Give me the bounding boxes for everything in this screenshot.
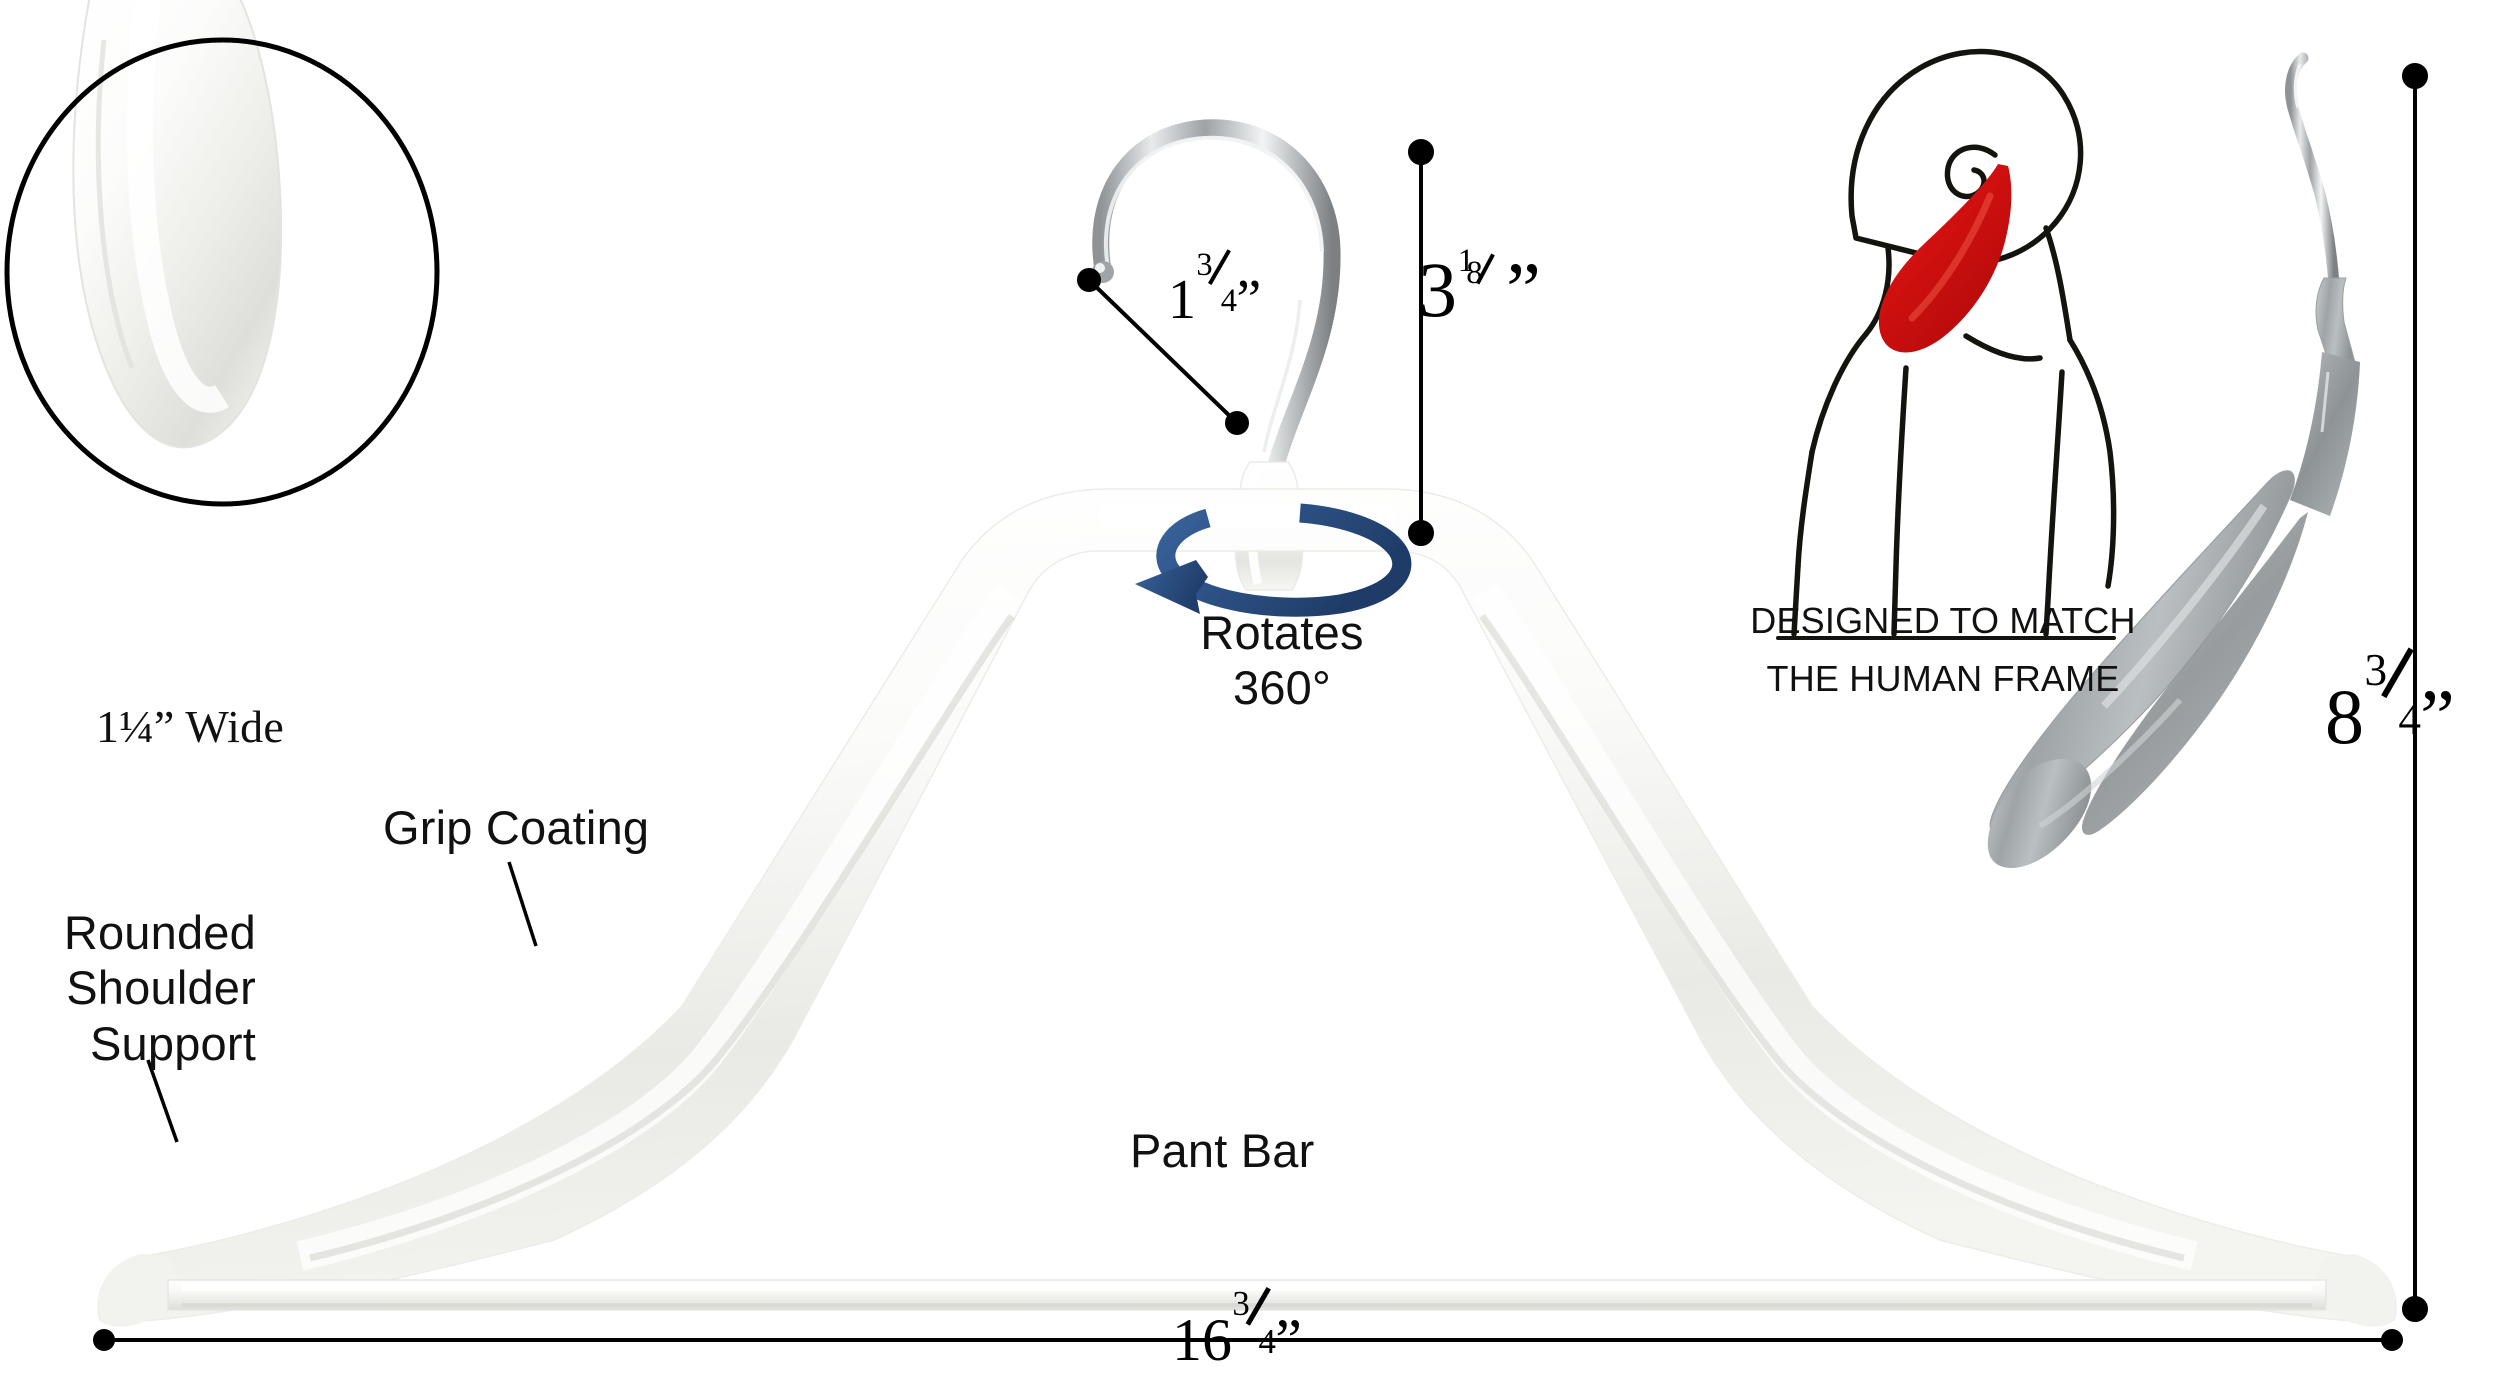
callout-circle-outline bbox=[4, 37, 440, 507]
dim-line-hanger-width bbox=[93, 1329, 2403, 1351]
dimension-hanger-width: 16 3 4” bbox=[1172, 1284, 1302, 1375]
dimension-hanger-height: 8 3 4” bbox=[2325, 645, 2455, 762]
grip-coating-label: Grip Coating bbox=[383, 801, 650, 854]
dim-numerator: 3 bbox=[2364, 645, 2388, 696]
right-shoulder-tip bbox=[2316, 1254, 2396, 1327]
dim-whole: 1 bbox=[1168, 269, 1196, 331]
dim-whole: 16 bbox=[1172, 1307, 1232, 1373]
designed-to-match-human-frame-label: DESIGNED TO MATCH THE HUMAN FRAME bbox=[1750, 600, 2136, 700]
callout-wide-label: 1¼” Wide bbox=[96, 701, 284, 752]
dim-numerator: 3 bbox=[1196, 247, 1213, 284]
dim-denominator: 4 bbox=[1220, 282, 1237, 319]
left-shoulder-tip bbox=[98, 1254, 178, 1327]
left-arm-highlight bbox=[296, 582, 1022, 1271]
dimension-hook-height: 3 1 8 ” bbox=[1418, 243, 1541, 335]
rounded-shoulder-support-label: Rounded Shoulder Support bbox=[63, 906, 256, 1070]
human-frame-sketch bbox=[1776, 48, 2117, 640]
leader-lines bbox=[146, 861, 538, 1143]
dim-whole: 8 bbox=[2325, 673, 2364, 760]
dim-numerator: 1 bbox=[1457, 243, 1475, 280]
dim-line-hook-opening bbox=[1077, 268, 1249, 435]
dim-unit: ” bbox=[1275, 1307, 1302, 1373]
dim-unit: ” bbox=[1506, 246, 1541, 333]
dimension-hook-opening: 1 3 4” bbox=[1168, 247, 1261, 332]
leader-grip-coating bbox=[507, 861, 538, 947]
rotation-arrow-360 bbox=[1135, 503, 1412, 617]
dim-line-hook-height bbox=[1408, 139, 1434, 546]
magnified-shoulder-callout bbox=[4, 0, 440, 507]
dim-unit: ” bbox=[2420, 673, 2455, 760]
dim-numerator: 3 bbox=[1232, 1284, 1250, 1323]
pant-bar-label: Pant Bar bbox=[1130, 1124, 1315, 1177]
gray-hanger-perspective bbox=[1987, 52, 2360, 868]
dim-line-hanger-height bbox=[2402, 63, 2428, 1322]
dimension-lines bbox=[93, 63, 2428, 1351]
dim-denominator: 8 bbox=[1466, 254, 1483, 291]
rotates-360-label: Rotates 360° bbox=[1200, 606, 1364, 715]
leader-rounded-shoulder bbox=[146, 1059, 179, 1143]
dim-denominator: 4 bbox=[1258, 1321, 1276, 1361]
main-hanger bbox=[97, 119, 2397, 1327]
pant-bar bbox=[167, 1279, 2327, 1311]
dim-unit: ” bbox=[1236, 269, 1261, 331]
dim-denominator: 4 bbox=[2398, 694, 2422, 745]
trapezius-muscle-highlight bbox=[1878, 164, 2012, 353]
dim-whole: 3 bbox=[1418, 246, 1457, 333]
rotation-arrowhead bbox=[1135, 560, 1208, 614]
right-arm-highlight bbox=[1472, 582, 2198, 1271]
